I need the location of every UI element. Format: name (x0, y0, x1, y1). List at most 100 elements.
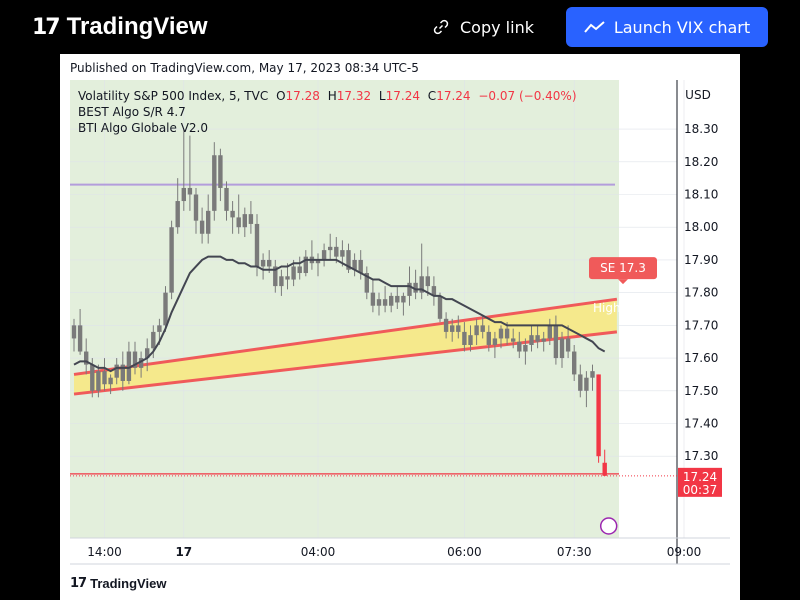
candle-body (84, 351, 89, 365)
candle-body (443, 318, 449, 332)
footer-logo-icon: 17 (70, 576, 87, 591)
candle-body (315, 259, 321, 264)
candle-body (382, 299, 388, 306)
candle-body (132, 351, 138, 368)
chart-trend-icon (584, 21, 605, 33)
last-price-value: 17.24 (683, 470, 717, 484)
candle-body (504, 328, 510, 339)
published-info: Published on TradingView.com, May 17, 20… (70, 61, 419, 75)
chart-legend: Volatility S&P 500 Index, 5, TVC O17.28 … (78, 88, 577, 136)
sr-band-fill (74, 299, 617, 395)
candle-body (175, 201, 180, 228)
candle-body (547, 325, 552, 339)
legend-indicator-1[interactable]: BEST Algo S/R 4.7 (78, 105, 186, 119)
x-tick-label: 04:00 (301, 545, 336, 559)
candle-body (541, 338, 546, 342)
sr-band-lower (73, 330, 618, 396)
candle-body (218, 155, 223, 188)
candle-body (285, 276, 290, 280)
session-background (70, 80, 619, 538)
candle-body (260, 259, 266, 267)
candle-body (199, 220, 205, 234)
signal-label-pointer (618, 279, 628, 285)
candle-body (77, 325, 83, 352)
footer-logo[interactable]: 17 TradingView (70, 576, 166, 591)
candle-body (346, 250, 351, 270)
candle-body (559, 338, 565, 359)
currency-label: USD (685, 88, 711, 102)
y-tick-label: 17.90 (684, 253, 718, 267)
candle-body (535, 335, 540, 342)
candle-body (553, 325, 559, 359)
candle-body (114, 364, 119, 378)
candle-body (187, 187, 193, 195)
candle-body (413, 282, 418, 293)
candle-body (565, 338, 571, 352)
candle-body (145, 348, 150, 359)
logo-text: TradingView (66, 13, 208, 40)
copy-link-button[interactable]: Copy link (432, 14, 534, 40)
legend-symbol: Volatility S&P 500 Index, 5, TVC (78, 89, 269, 103)
legend-h-label: H (327, 89, 337, 103)
candle-body (419, 276, 424, 293)
candle-body (303, 256, 308, 274)
y-tick-label: 17.30 (684, 449, 718, 463)
candle-body (450, 325, 455, 332)
candle-body (206, 210, 211, 234)
link-icon (433, 19, 449, 35)
launch-chart-label: Launch VIX chart (613, 17, 751, 37)
candle-body (395, 295, 400, 303)
copy-link-label: Copy link (460, 17, 534, 37)
candle-body (358, 259, 363, 274)
legend-indicator-2[interactable]: BTI Algo Globale V2.0 (78, 121, 209, 135)
legend-close: 17.24 (436, 89, 471, 103)
candle-body (437, 295, 443, 319)
candle-body (273, 266, 278, 287)
candle-body (120, 364, 125, 381)
candle-body (425, 276, 430, 287)
lightning-icon[interactable] (599, 517, 618, 535)
footer-logo-text: TradingView (90, 576, 167, 591)
candle-body (492, 338, 498, 345)
candle-body (370, 292, 376, 306)
y-tick-label: 17.70 (684, 318, 718, 332)
candle-body (157, 325, 162, 332)
legend-high: 17.32 (336, 89, 372, 103)
candle-body (590, 371, 595, 378)
candle-body (468, 335, 473, 345)
legend-low: 17.24 (385, 89, 420, 103)
y-tick-label: 18.30 (684, 122, 718, 136)
candle-body (242, 214, 247, 228)
tradingview-logo[interactable]: 17 TradingView (32, 12, 208, 42)
launch-chart-button[interactable]: Launch VIX chart (566, 7, 768, 47)
candle-body (584, 377, 589, 391)
candle-body (254, 223, 260, 267)
price-chart[interactable]: SE 17.3 High Re USD 17.30 17.40 17.50 17.60 17.… (70, 80, 730, 568)
candle-body (181, 187, 186, 202)
candle-body (407, 282, 412, 296)
countdown-value: 00:37 (683, 483, 718, 497)
candle-body (352, 259, 357, 270)
legend-open: 17.28 (285, 89, 320, 103)
legend-o-label: O (276, 89, 286, 103)
candle-body (364, 273, 369, 293)
legend-l-label: L (378, 89, 386, 103)
candle-body (267, 259, 272, 267)
candle-body (224, 187, 229, 211)
candle-body (517, 341, 522, 352)
candle-body (163, 292, 168, 326)
candle-body (389, 295, 394, 306)
top-bar: 17 TradingView Copy link Launch VIX char… (0, 0, 800, 54)
candle-body (401, 295, 406, 303)
legend-symbol-row: Volatility S&P 500 Index, 5, TVC O17.28 … (78, 88, 577, 104)
legend-c-label: C (427, 89, 437, 103)
candle-body (431, 286, 437, 296)
candle-body (230, 210, 235, 218)
candle-body (529, 335, 534, 345)
candle-body (96, 371, 101, 391)
candle-body (334, 246, 339, 257)
candle-body (511, 338, 516, 342)
candle-body (328, 246, 333, 251)
y-tick-label: 17.60 (684, 351, 718, 365)
candle-body (212, 155, 217, 211)
